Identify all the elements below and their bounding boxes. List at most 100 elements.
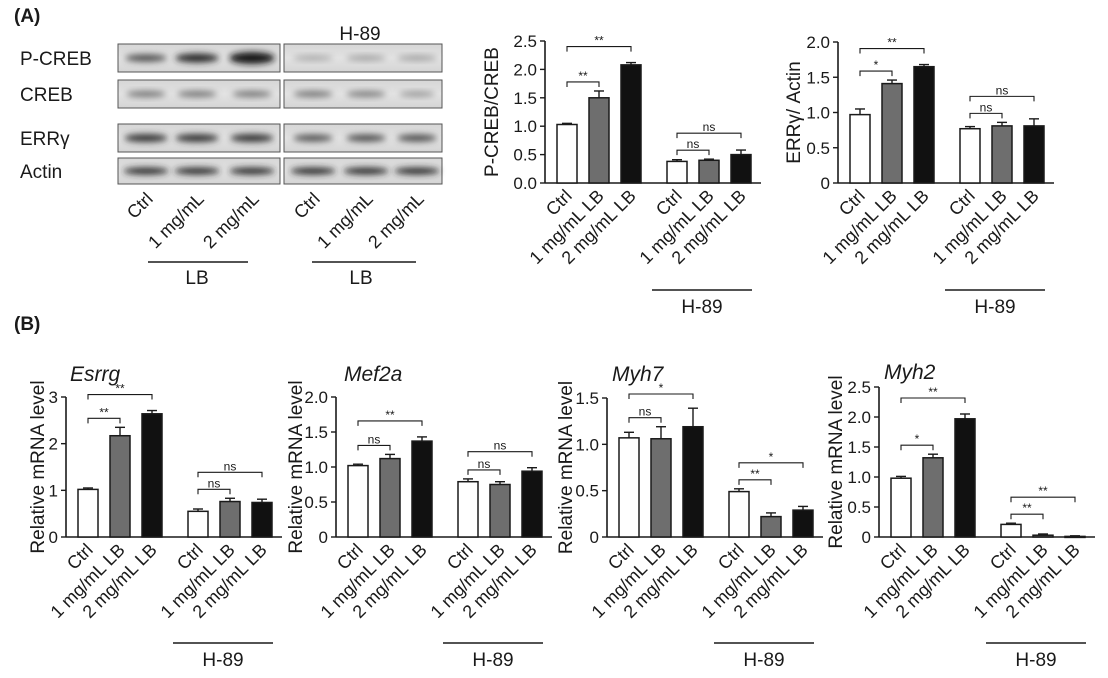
significance-bracket <box>566 81 600 87</box>
significance-label: ns <box>980 100 993 114</box>
y-tick-label: 1.0 <box>304 458 328 477</box>
y-tick-label: 0.5 <box>806 139 830 158</box>
blot-group-label: LB <box>349 268 372 289</box>
blot-band-1-5 <box>399 91 435 97</box>
significance-label: ** <box>750 467 760 481</box>
blot-band-0-1 <box>175 53 219 63</box>
blot-band-1-1 <box>177 91 217 97</box>
significance-label: * <box>769 450 774 464</box>
bar <box>77 488 99 538</box>
y-tick-label: 1.5 <box>806 68 830 87</box>
chart-title: Esrrg <box>70 363 120 386</box>
blot-lane-label: 1 mg/mL <box>313 189 377 253</box>
group-label: H-89 <box>974 297 1015 318</box>
y-tick-label: 1.5 <box>304 423 328 442</box>
bar <box>954 418 976 538</box>
blot-band-1-2 <box>232 91 272 97</box>
y-tick-label: 2.5 <box>847 378 871 397</box>
y-axis-title: Relative mRNA level <box>556 381 577 554</box>
bar <box>792 509 814 538</box>
significance-bracket <box>628 393 694 399</box>
bar <box>109 434 131 538</box>
bar <box>521 470 543 538</box>
blot-band-3-0 <box>123 167 169 175</box>
group-label: H-89 <box>472 650 513 671</box>
blot-band-2-3 <box>293 134 333 142</box>
blot-band-2-4 <box>346 134 386 142</box>
significance-label: ** <box>1022 501 1032 515</box>
y-tick-label: 1 <box>49 481 58 500</box>
bar <box>379 457 401 538</box>
significance-bracket <box>969 95 1035 102</box>
group-label: H-89 <box>681 297 722 318</box>
significance-label: ** <box>578 69 588 83</box>
significance-bracket <box>1010 496 1076 503</box>
blot-band-3-4 <box>343 167 389 175</box>
y-tick-label: 1.0 <box>847 468 871 487</box>
significance-bracket <box>676 132 742 139</box>
significance-label: ** <box>1038 484 1048 498</box>
y-axis-title: Relative mRNA level <box>28 380 49 553</box>
bar <box>618 437 640 538</box>
bar <box>141 413 163 538</box>
y-axis-title: ERRγ/ Actin <box>784 61 805 163</box>
bar <box>556 123 578 184</box>
bar <box>650 438 672 538</box>
blot-band-2-0 <box>124 134 168 142</box>
bar <box>698 159 720 184</box>
bar <box>881 82 903 184</box>
y-tick-label: 0 <box>590 528 599 547</box>
significance-bracket <box>197 488 231 495</box>
y-tick-label: 1.5 <box>847 438 871 457</box>
blot-band-2-1 <box>175 134 219 142</box>
y-tick-label: 0.5 <box>304 493 328 512</box>
bar <box>922 457 944 538</box>
significance-bracket <box>197 471 263 478</box>
y-tick-label: 3 <box>49 388 58 407</box>
significance-bracket <box>1010 513 1044 520</box>
y-tick-label: 1.0 <box>575 435 599 454</box>
y-tick-label: 1.5 <box>513 89 537 108</box>
y-tick-label: 2.0 <box>304 388 328 407</box>
bar <box>991 125 1013 184</box>
group-label: H-89 <box>743 650 784 671</box>
significance-bracket <box>859 48 925 54</box>
blot-lane-label: Ctrl <box>123 189 157 223</box>
y-axis-title: P-CREB/CREB <box>482 47 503 177</box>
significance-bracket <box>467 451 533 457</box>
group-label: H-89 <box>202 650 243 671</box>
blot-treatment-label: H-89 <box>339 24 380 45</box>
bar <box>411 440 433 538</box>
bar <box>728 490 750 538</box>
blot-row-label: P-CREB <box>20 49 92 70</box>
significance-label: ns <box>208 476 221 490</box>
significance-bracket <box>900 397 966 403</box>
bar <box>913 65 935 184</box>
blot-band-3-3 <box>290 167 336 175</box>
significance-bracket <box>467 469 501 475</box>
blot-band-2-2 <box>230 134 274 142</box>
significance-bracket <box>900 444 934 451</box>
y-tick-label: 2.0 <box>806 33 830 52</box>
significance-bracket <box>87 417 121 424</box>
bar <box>666 160 688 184</box>
bar <box>219 500 241 538</box>
blot-lane-label: 2 mg/mL <box>364 189 428 253</box>
y-tick-label: 0.5 <box>575 482 599 501</box>
panel-label-b: (B) <box>14 314 40 335</box>
y-tick-label: 2 <box>49 435 58 454</box>
bar <box>682 425 704 538</box>
blot-band-1-4 <box>346 91 386 97</box>
y-tick-label: 0 <box>821 174 830 193</box>
significance-bracket <box>357 420 423 426</box>
significance-label: ** <box>99 405 109 419</box>
blot-band-0-3 <box>293 55 333 61</box>
blot-band-0-4 <box>346 55 386 61</box>
bar <box>730 153 752 184</box>
y-tick-label: 0.0 <box>513 174 537 193</box>
